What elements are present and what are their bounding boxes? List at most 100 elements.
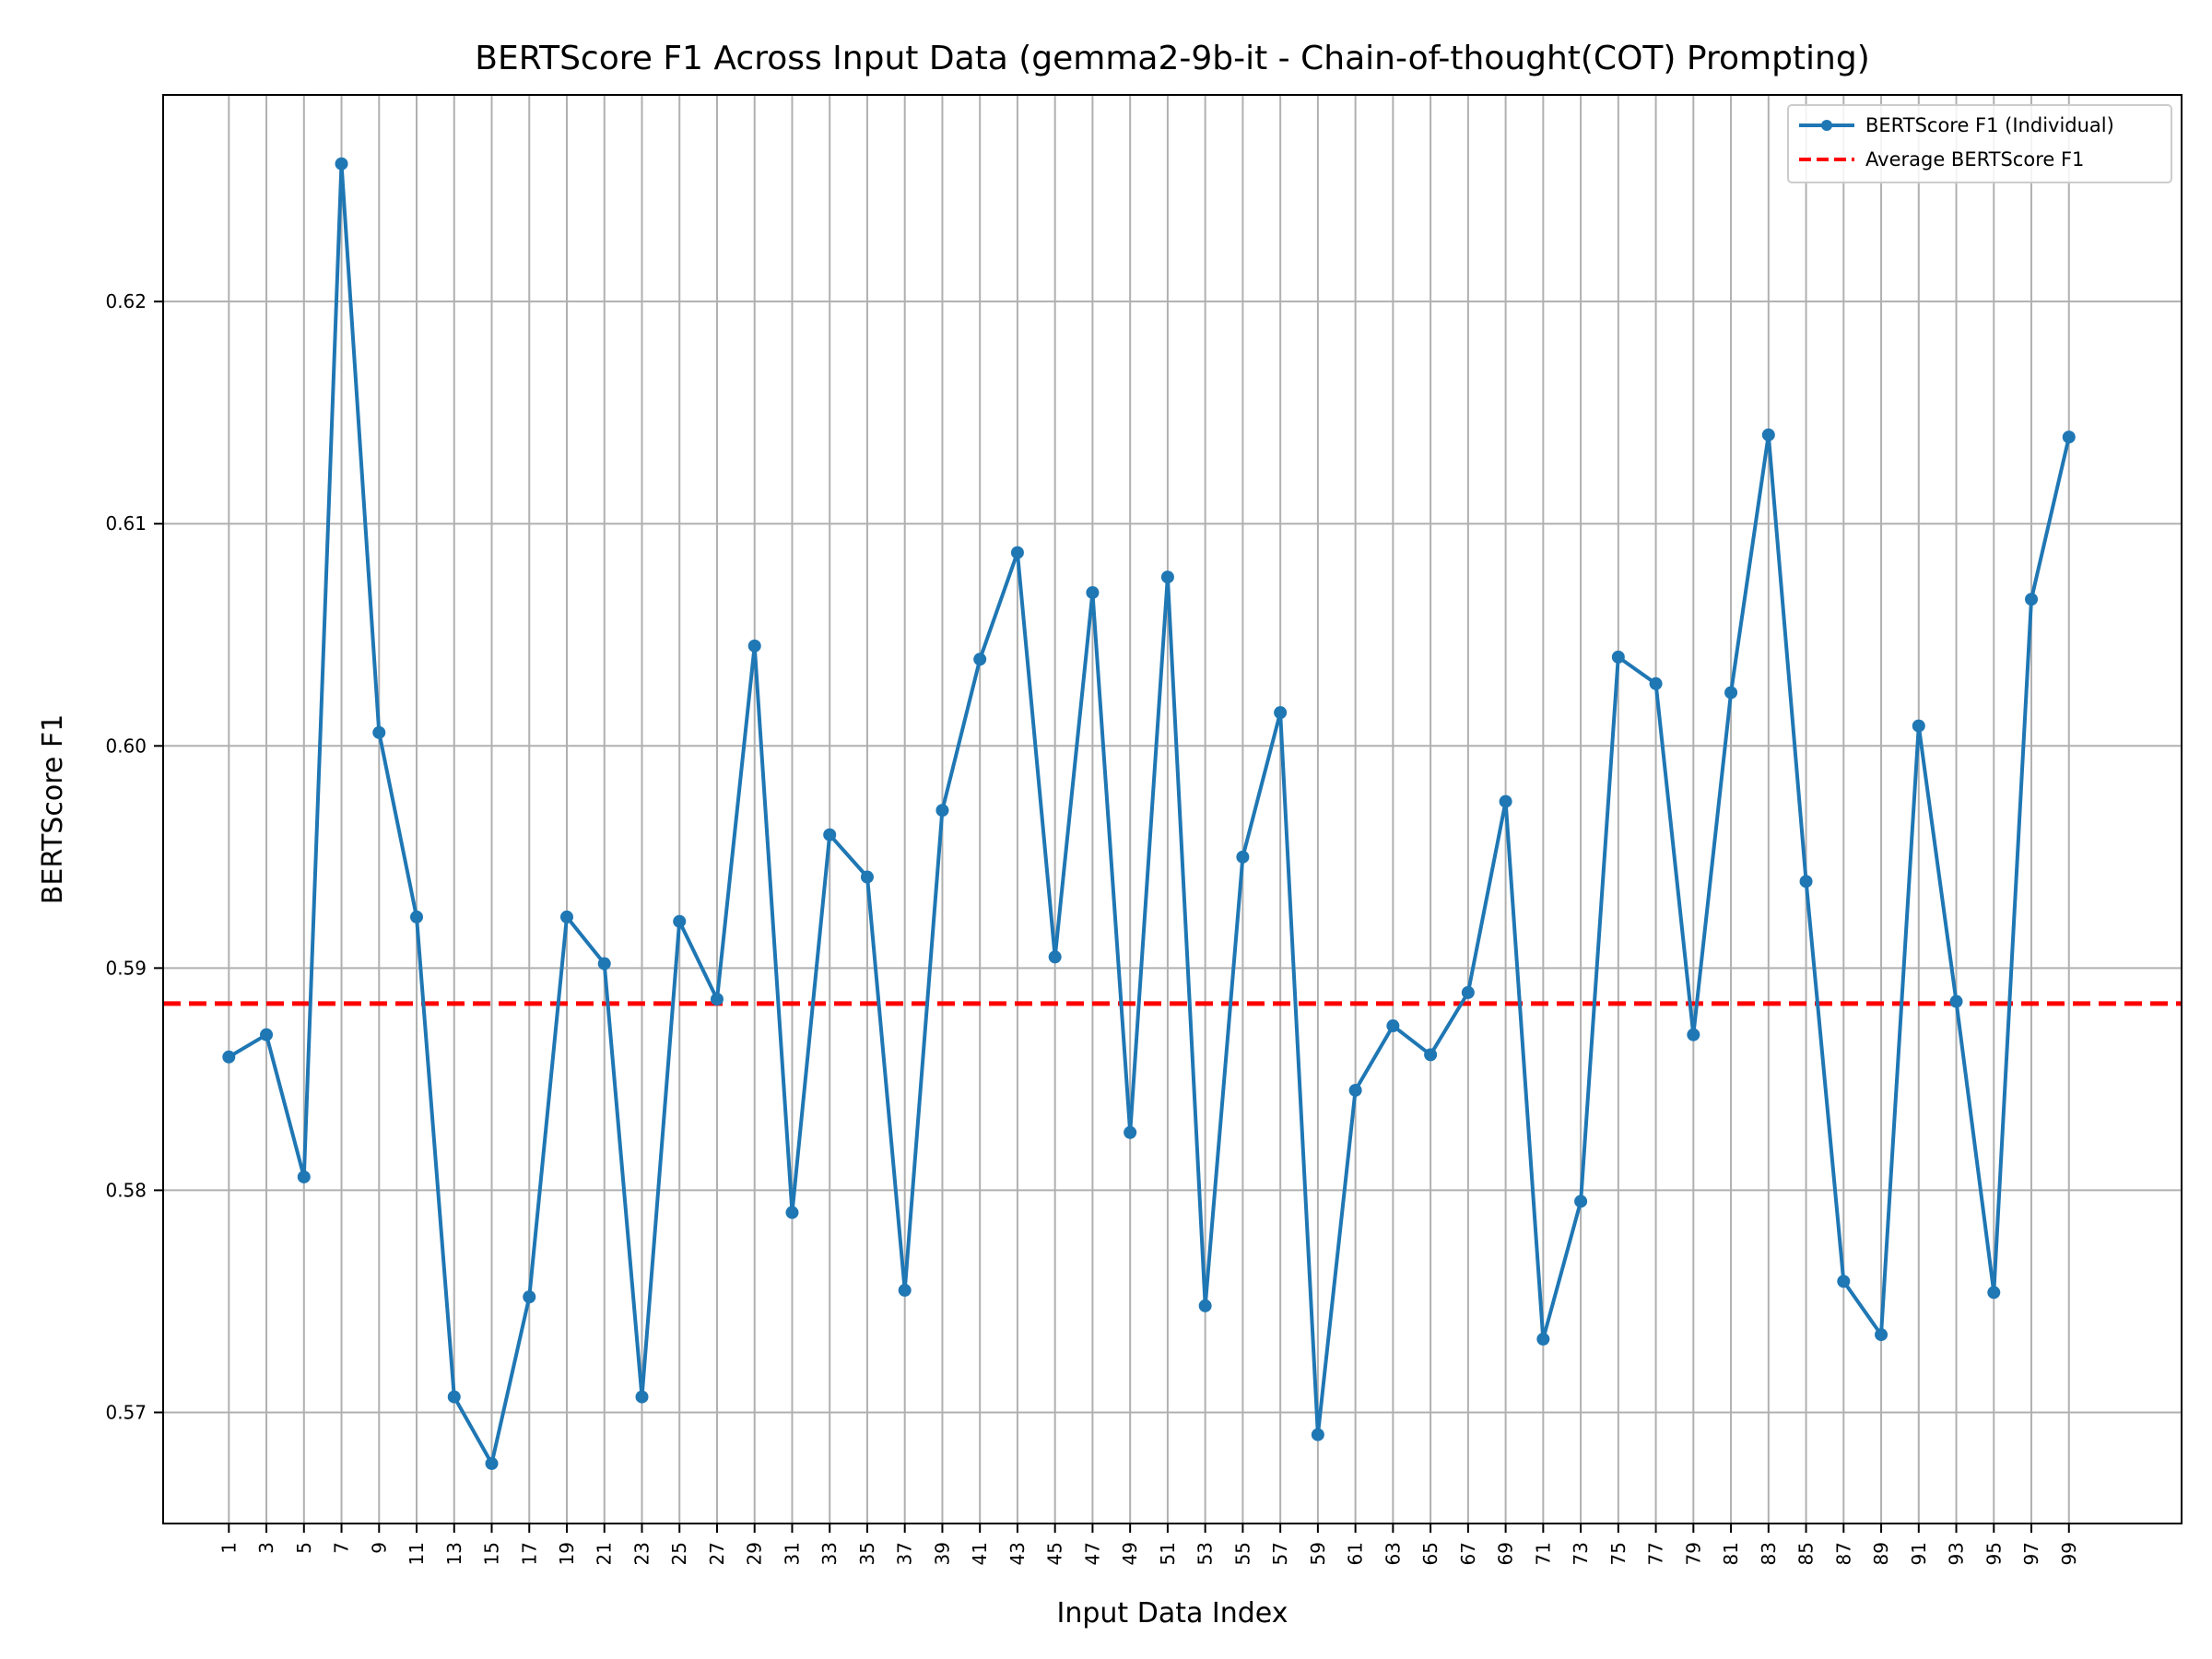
data-point	[1386, 1019, 1400, 1033]
x-tick-label: 97	[2020, 1542, 2042, 1565]
data-point	[785, 1206, 799, 1219]
x-tick-label: 29	[744, 1542, 766, 1565]
x-tick-label: 1	[218, 1542, 240, 1554]
y-tick-label: 0.61	[105, 512, 147, 535]
data-point	[1124, 1125, 1137, 1139]
data-point	[1611, 650, 1625, 664]
data-point	[1949, 994, 1963, 1008]
data-point	[823, 828, 837, 841]
x-tick-label: 87	[1832, 1542, 1854, 1565]
x-tick-label: 59	[1307, 1542, 1329, 1565]
x-tick-label: 37	[894, 1542, 916, 1565]
data-point	[898, 1283, 912, 1297]
data-point	[260, 1028, 274, 1041]
x-tick-label: 69	[1495, 1542, 1517, 1565]
x-tick-label: 75	[1607, 1542, 1630, 1565]
x-tick-label: 11	[406, 1542, 428, 1565]
data-point	[935, 804, 949, 818]
y-tick-label: 0.59	[105, 957, 147, 979]
data-point	[1837, 1275, 1851, 1288]
y-tick-label: 0.58	[105, 1179, 147, 1201]
data-point	[1086, 585, 1100, 599]
x-tick-label: 95	[1983, 1542, 2005, 1565]
x-tick-label: 41	[969, 1542, 991, 1565]
x-tick-label: 57	[1269, 1542, 1291, 1565]
x-tick-label: 45	[1044, 1542, 1066, 1565]
x-tick-label: 9	[368, 1542, 390, 1554]
x-tick-label: 79	[1682, 1542, 1704, 1565]
x-tick-label: 23	[630, 1542, 653, 1565]
data-point	[410, 910, 424, 924]
x-tick-label: 61	[1345, 1542, 1367, 1565]
x-tick-label: 77	[1645, 1542, 1667, 1565]
x-tick-label: 15	[481, 1542, 503, 1565]
x-tick-label: 17	[518, 1542, 540, 1565]
x-tick-label: 93	[1946, 1542, 1968, 1565]
data-point	[1912, 719, 1925, 733]
data-point	[2025, 593, 2039, 606]
data-point	[860, 870, 874, 884]
x-tick-label: 91	[1908, 1542, 1930, 1565]
data-point	[485, 1456, 499, 1470]
data-point	[372, 725, 386, 739]
data-point	[222, 1050, 236, 1064]
x-tick-label: 71	[1532, 1542, 1554, 1565]
x-tick-label: 43	[1006, 1542, 1029, 1565]
x-tick-label: 65	[1419, 1542, 1441, 1565]
y-tick-label: 0.60	[105, 735, 147, 757]
data-point	[1987, 1286, 2001, 1300]
data-point	[1236, 850, 1250, 864]
data-point	[297, 1170, 311, 1183]
data-point	[1311, 1428, 1324, 1441]
data-point	[1799, 875, 1813, 888]
x-tick-label: 63	[1382, 1542, 1404, 1565]
x-tick-label: 19	[556, 1542, 578, 1565]
legend-label-average: Average BERTScore F1	[1865, 148, 2084, 171]
data-point	[335, 157, 348, 171]
x-tick-label: 3	[255, 1542, 277, 1554]
data-point	[1010, 546, 1024, 559]
series-layer	[222, 157, 2076, 1470]
data-point	[1160, 571, 1174, 584]
data-point	[1348, 1083, 1362, 1097]
x-tick-label: 73	[1570, 1542, 1592, 1565]
data-point	[597, 957, 611, 971]
x-tick-label: 21	[594, 1542, 616, 1565]
x-tick-label: 39	[931, 1542, 953, 1565]
x-tick-label: 49	[1119, 1542, 1141, 1565]
legend-label-individual: BERTScore F1 (Individual)	[1865, 114, 2114, 136]
x-axis-ticks: 1 3 5 7 9 11 13 15 17 19 21 23 25 27 29 31 33 35 37 39 41 43 4…	[218, 1524, 2080, 1565]
data-point	[635, 1390, 649, 1404]
x-tick-label: 51	[1157, 1542, 1179, 1565]
y-tick-label: 0.57	[105, 1401, 147, 1423]
data-point	[560, 910, 573, 924]
data-point	[2062, 430, 2076, 444]
data-point	[1536, 1332, 1550, 1346]
x-tick-label: 13	[443, 1542, 465, 1565]
grid-layer	[163, 95, 2182, 1524]
x-tick-label: 83	[1758, 1542, 1780, 1565]
data-point	[1724, 686, 1738, 700]
data-point	[1875, 1328, 1888, 1342]
data-point	[447, 1390, 461, 1404]
data-point	[673, 914, 687, 928]
x-tick-label: 85	[1795, 1542, 1818, 1565]
plot-frame	[162, 94, 2183, 1524]
x-tick-label: 5	[293, 1542, 315, 1554]
data-point	[1499, 794, 1512, 808]
x-tick-label: 35	[856, 1542, 878, 1565]
x-tick-label: 53	[1194, 1542, 1217, 1565]
data-point	[973, 653, 987, 666]
data-point	[1048, 950, 1062, 964]
x-tick-label: 31	[781, 1542, 803, 1565]
x-tick-label: 67	[1457, 1542, 1479, 1565]
y-tick-label: 0.62	[105, 290, 147, 312]
x-axis-label: Input Data Index	[1057, 1597, 1288, 1630]
data-point	[1424, 1048, 1438, 1062]
x-tick-label: 47	[1081, 1542, 1103, 1565]
data-point	[1198, 1299, 1212, 1312]
x-tick-label: 25	[668, 1542, 690, 1565]
data-point	[747, 639, 761, 653]
